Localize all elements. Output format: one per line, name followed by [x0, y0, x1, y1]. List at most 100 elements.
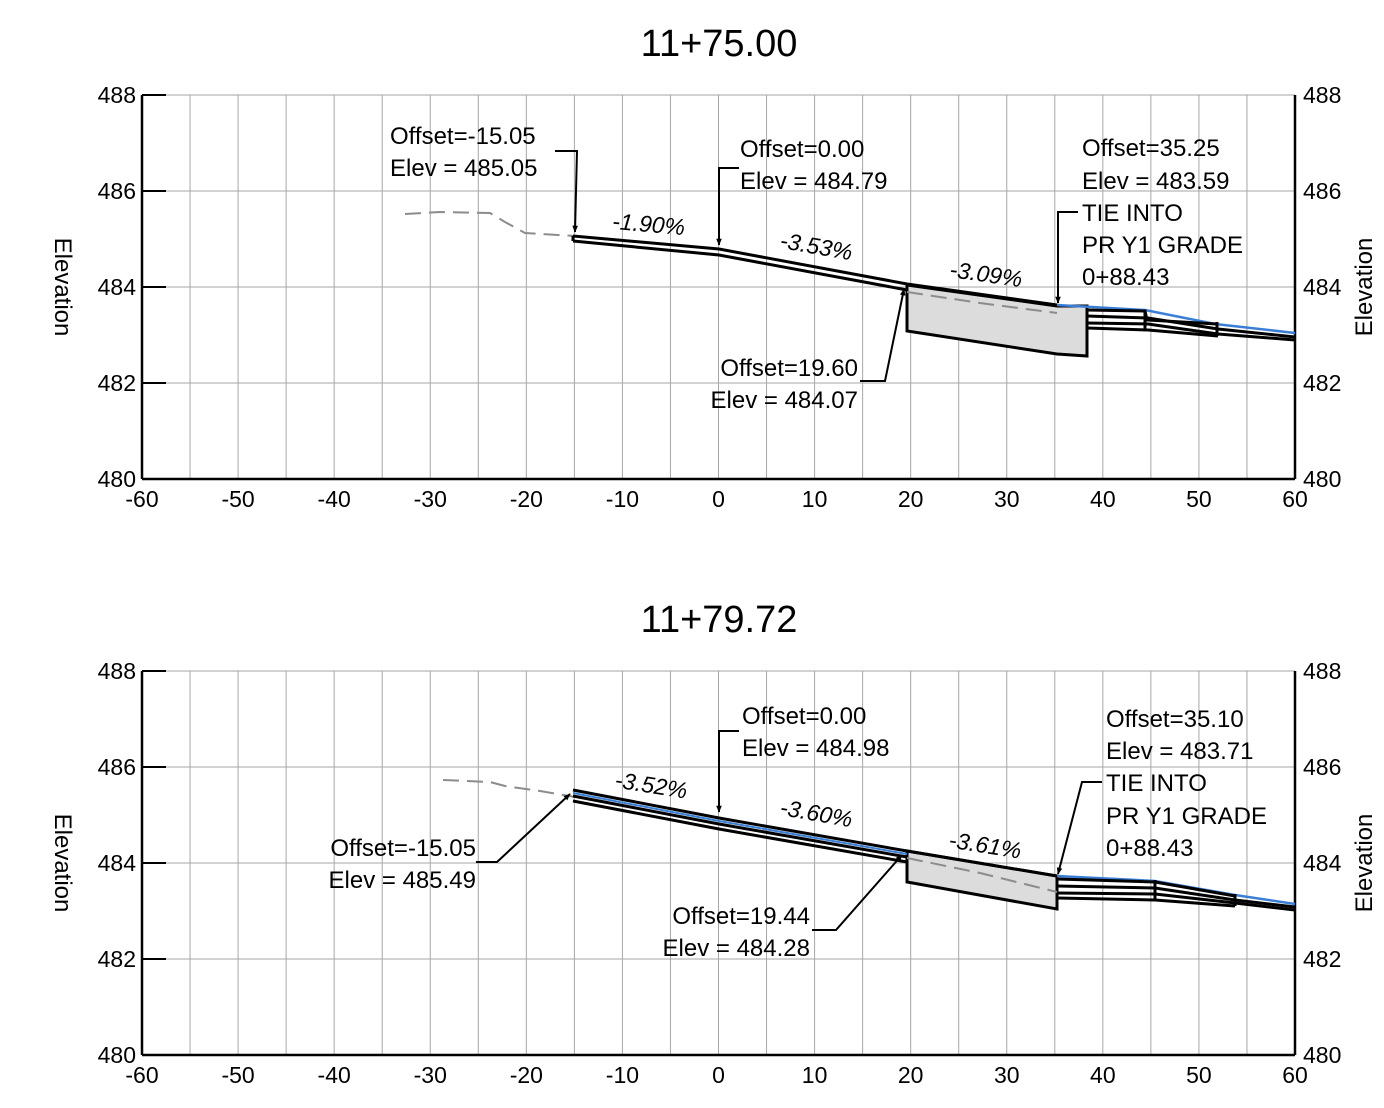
slope-label: -3.53% — [778, 227, 854, 265]
y-tick-label-left: 488 — [98, 658, 136, 684]
pavement-bottom — [572, 239, 908, 292]
x-tick-label: -20 — [510, 486, 543, 512]
y-tick-label-left: 486 — [98, 754, 136, 780]
callout-leader — [716, 730, 739, 813]
callout-leader — [716, 167, 739, 246]
y-tick-label-left: 484 — [98, 274, 137, 300]
callout-leader — [812, 854, 903, 931]
x-tick-label: -10 — [606, 1062, 639, 1088]
x-tick-label: 10 — [802, 486, 828, 512]
y-tick-label-right: 486 — [1303, 754, 1341, 780]
existing-ground-line — [404, 210, 576, 237]
x-tick-label: 0 — [712, 1062, 725, 1088]
callout-leader — [860, 288, 906, 382]
y-tick-label-right: 488 — [1303, 658, 1341, 684]
slope-label: -1.90% — [611, 208, 686, 240]
y-tick-label-right: 480 — [1303, 466, 1341, 492]
y-tick-label-left: 482 — [98, 946, 136, 972]
x-tick-label: -60 — [125, 486, 158, 512]
tie-in-edge — [1153, 880, 1237, 906]
cross-section-1: 11+75.00 480 480 482 482 484 484 486 486 488 488 -… — [49, 23, 1378, 512]
callout-offset: Offset=19.44 — [672, 903, 810, 930]
x-tick-label: 30 — [994, 486, 1020, 512]
axis-ticks: 480 480 482 482 484 484 486 486 488 488 -60 -50 -40 -… — [49, 82, 1378, 512]
pavement-top — [572, 234, 1058, 307]
callout-leader — [1055, 211, 1078, 304]
callout-offset: Offset=-15.05 — [390, 123, 536, 150]
slope-label: -3.52% — [613, 767, 689, 804]
tie-in-layer — [1056, 884, 1296, 909]
callout-elev: Elev = 484.79 — [740, 168, 887, 195]
callout-leader — [476, 793, 571, 863]
y-tick-label-right: 482 — [1303, 946, 1341, 972]
tie-in-layer — [1086, 321, 1296, 342]
left-axis-title: Elevation — [49, 814, 76, 913]
x-tick-label: -10 — [606, 486, 639, 512]
callout-elev: Elev = 484.98 — [742, 735, 889, 762]
callout-leader — [555, 150, 579, 233]
x-tick-label: -30 — [414, 486, 447, 512]
section-title: 11+75.00 — [641, 23, 798, 65]
slope-label: -3.60% — [778, 794, 854, 832]
callout-offset: Offset=35.10 — [1106, 706, 1244, 733]
y-tick-label-left: 484 — [98, 850, 137, 876]
x-tick-label: 10 — [802, 1062, 828, 1088]
y-tick-label-left: 482 — [98, 370, 136, 396]
y-tick-label-right: 480 — [1303, 1042, 1341, 1068]
y-tick-label-right: 482 — [1303, 370, 1341, 396]
right-axis-title: Elevation — [1351, 238, 1378, 337]
y-tick-label-right: 486 — [1303, 178, 1341, 204]
tie-in-note: TIE INTO — [1082, 200, 1183, 227]
x-tick-label: 30 — [994, 1062, 1020, 1088]
x-tick-label: 50 — [1186, 1062, 1212, 1088]
pavement-top — [572, 788, 1058, 878]
callout-elev: Elev = 483.59 — [1082, 168, 1229, 195]
y-tick-label-right: 488 — [1303, 82, 1341, 108]
y-tick-label-left: 488 — [98, 82, 136, 108]
x-tick-label: -40 — [318, 1062, 351, 1088]
tie-in-layer — [1086, 314, 1296, 339]
x-tick-label: 60 — [1282, 1062, 1308, 1088]
existing-ground-under-fill — [906, 291, 1058, 314]
pavement-top-blue — [572, 792, 908, 855]
callout-offset: Offset=0.00 — [740, 136, 864, 163]
y-tick-label-right: 484 — [1303, 850, 1342, 876]
y-tick-label-left: 486 — [98, 178, 136, 204]
callout-offset: Offset=19.60 — [720, 355, 858, 382]
axis-ticks: 480 480 482 482 484 484 486 486 488 488 -60 -50 -40 -… — [49, 658, 1378, 1088]
x-tick-label: -50 — [221, 486, 254, 512]
y-tick-label-left: 480 — [98, 1042, 136, 1068]
x-tick-label: 60 — [1282, 486, 1308, 512]
tie-in-top-blue — [1056, 303, 1296, 335]
tie-in-edge — [1143, 310, 1219, 336]
y-tick-label-right: 484 — [1303, 274, 1342, 300]
y-tick-label-left: 480 — [98, 466, 136, 492]
callout-elev: Elev = 484.07 — [711, 387, 858, 414]
tie-in-note: PR Y1 GRADE — [1082, 232, 1243, 259]
callout-elev: Elev = 483.71 — [1106, 738, 1253, 765]
existing-ground-under-fill — [906, 857, 1058, 893]
cross-section-2: 11+79.72 480 480 482 482 484 484 486 486 488 488 -… — [49, 599, 1378, 1088]
tie-in-note: 0+88.43 — [1106, 835, 1193, 862]
tie-in-layer — [1056, 891, 1296, 912]
x-tick-label: 40 — [1090, 1062, 1116, 1088]
callout-elev: Elev = 485.49 — [329, 867, 476, 894]
callout-offset: Offset=-15.05 — [330, 835, 476, 862]
x-tick-label: -60 — [125, 1062, 158, 1088]
section-title: 11+79.72 — [641, 599, 798, 641]
tie-in-note: PR Y1 GRADE — [1106, 803, 1267, 830]
existing-ground-line — [442, 779, 576, 798]
x-tick-label: 40 — [1090, 486, 1116, 512]
x-tick-label: -30 — [414, 1062, 447, 1088]
fill-area — [905, 849, 1059, 911]
callout-elev: Elev = 484.28 — [663, 935, 810, 962]
callout-elev: Elev = 485.05 — [390, 155, 537, 182]
callout-offset: Offset=0.00 — [742, 703, 866, 730]
x-tick-label: -50 — [221, 1062, 254, 1088]
callout-leader — [1056, 781, 1102, 875]
x-tick-label: 50 — [1186, 486, 1212, 512]
x-tick-label: 20 — [898, 1062, 924, 1088]
x-tick-label: -20 — [510, 1062, 543, 1088]
left-axis-title: Elevation — [49, 238, 76, 337]
